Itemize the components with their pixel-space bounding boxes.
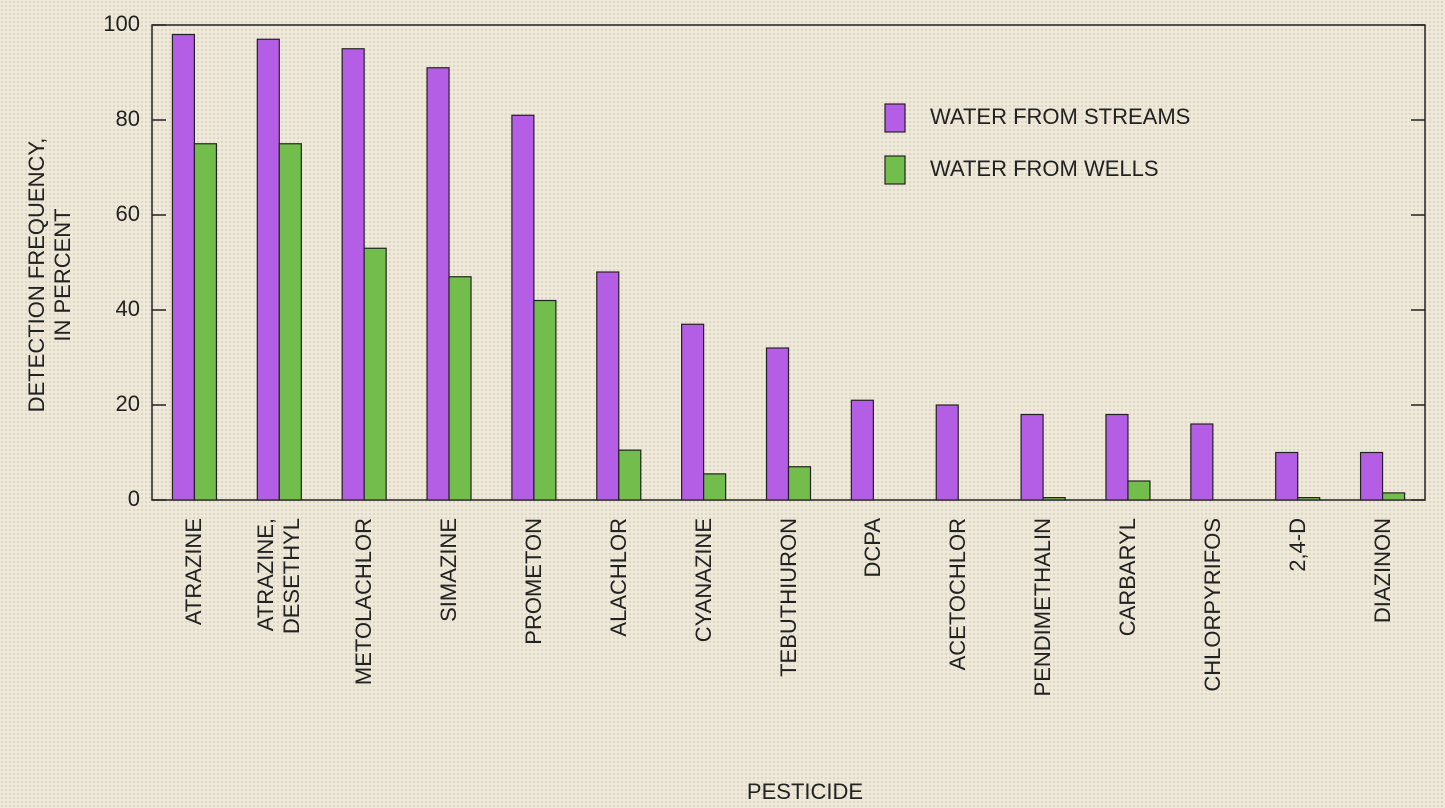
- x-tick-label: ALACHLOR: [605, 518, 631, 637]
- x-tick-label: PENDIMETHALIN: [1030, 518, 1056, 697]
- bar: [1127, 480, 1151, 501]
- legend-label: WATER FROM STREAMS: [930, 104, 1190, 129]
- x-axis-label: PESTICIDE: [746, 779, 864, 804]
- bar: [787, 466, 812, 501]
- y-tick-label: 100: [103, 11, 140, 36]
- bar: [1297, 497, 1321, 501]
- x-tick-label: PROMETON: [520, 518, 546, 645]
- x-tick-label: SIMAZINE: [436, 518, 462, 622]
- bar: [448, 276, 472, 501]
- bar: [765, 347, 790, 501]
- bar: [596, 271, 620, 501]
- bar: [681, 323, 705, 501]
- y-tick-label: 20: [116, 391, 140, 416]
- bar: [1105, 413, 1129, 501]
- bar: [935, 404, 959, 501]
- x-tick-label: CYANAZINE: [690, 518, 716, 643]
- x-tick-label: ATRAZINE: [181, 518, 207, 626]
- bar: [363, 247, 387, 501]
- bar: [1190, 423, 1214, 501]
- bar: [533, 299, 557, 501]
- bar: [278, 143, 302, 501]
- bar: [1042, 497, 1066, 501]
- bar: [703, 473, 727, 501]
- x-tick-label: 2,4-D: [1284, 518, 1310, 572]
- legend-swatch: [884, 155, 906, 185]
- bar: [1359, 451, 1384, 501]
- bar: [618, 449, 642, 501]
- x-tick-label: DCPA: [860, 518, 886, 578]
- x-tick-label: ATRAZINE, DESETHYL: [253, 518, 305, 635]
- legend-swatch: [884, 103, 906, 133]
- y-tick-label: 60: [116, 201, 140, 226]
- x-tick-label: ACETOCHLOR: [945, 518, 971, 671]
- x-tick-label: CARBARYL: [1114, 518, 1140, 637]
- x-tick-label: METOLACHLOR: [351, 518, 377, 686]
- bar: [1275, 451, 1299, 501]
- bar: [341, 48, 365, 501]
- y-axis-label: DETECTION FREQUENCY, IN PERCENT: [24, 137, 75, 413]
- bar: [1381, 492, 1406, 501]
- bar: [850, 399, 874, 501]
- bar: [1020, 413, 1044, 501]
- bar: [511, 114, 535, 501]
- y-tick-label: 40: [116, 296, 140, 321]
- x-tick-label: TEBUTHIURON: [775, 518, 801, 677]
- bar: [256, 38, 280, 501]
- bar: [171, 33, 196, 501]
- y-tick-label: 0: [128, 486, 140, 511]
- y-tick-label: 80: [116, 106, 140, 131]
- bar: [193, 143, 218, 501]
- legend-label: WATER FROM WELLS: [930, 156, 1159, 181]
- x-tick-label: CHLORPYRIFOS: [1199, 518, 1225, 692]
- x-tick-label: DIAZINON: [1369, 518, 1395, 624]
- bar: [426, 67, 450, 501]
